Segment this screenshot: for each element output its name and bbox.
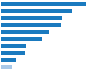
Bar (1, 23, 61, 27)
Bar (1, 37, 42, 41)
Bar (1, 44, 26, 48)
Bar (1, 16, 62, 20)
Bar (1, 65, 12, 69)
Bar (1, 2, 86, 6)
Bar (1, 9, 72, 13)
Bar (1, 30, 49, 34)
Bar (1, 58, 16, 62)
Bar (1, 51, 25, 55)
